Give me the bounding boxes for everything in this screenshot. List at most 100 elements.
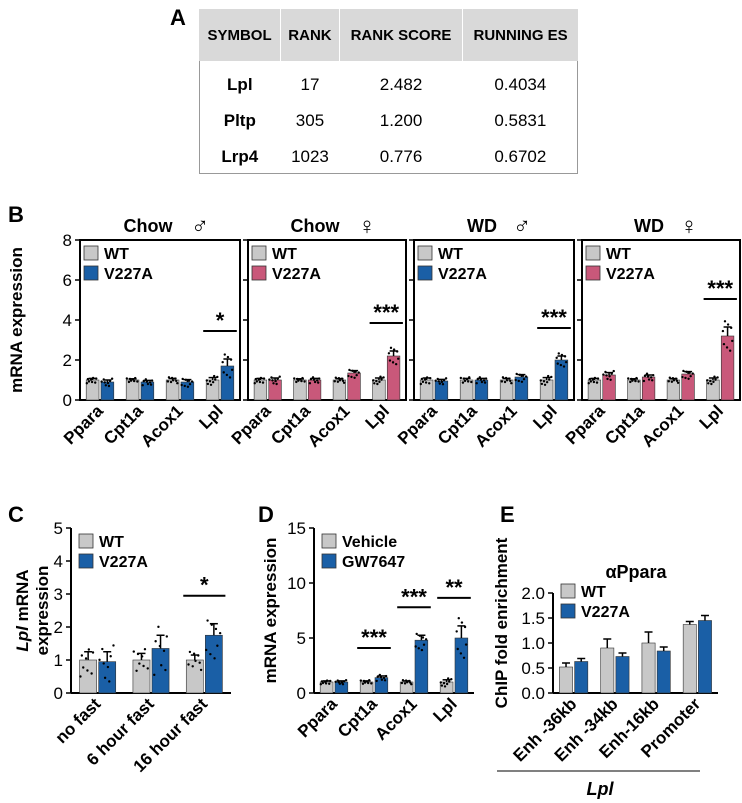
data-point	[605, 374, 608, 377]
data-point	[342, 381, 346, 384]
y-tick-label: 5	[297, 629, 306, 648]
chart-title: αPpara	[605, 562, 667, 582]
table-row: Lpl 17 2.482 0.4034	[199, 61, 578, 103]
data-point	[510, 382, 513, 385]
data-point	[324, 682, 328, 685]
chart-title: Chow	[291, 216, 341, 236]
data-point	[389, 346, 393, 350]
data-point	[340, 377, 344, 380]
data-point	[354, 370, 357, 373]
y-tick-label: 2	[54, 618, 63, 637]
data-point	[275, 382, 278, 386]
data-point	[707, 382, 710, 385]
data-point	[125, 377, 129, 380]
data-point	[181, 377, 184, 381]
data-point	[149, 383, 153, 386]
y-tick-label: 2.0	[521, 584, 545, 603]
data-point	[592, 380, 596, 384]
y-tick-label: 2	[63, 351, 72, 370]
data-point	[140, 655, 144, 658]
data-point	[144, 378, 148, 381]
group-label: Lpl	[587, 779, 615, 799]
legend-label: V227A	[581, 604, 630, 621]
data-point	[344, 679, 348, 682]
data-point	[379, 676, 383, 679]
data-point	[353, 376, 356, 379]
data-point	[629, 380, 632, 384]
data-point	[192, 652, 196, 655]
x-tick-label: Lpl	[362, 401, 393, 432]
data-point	[299, 378, 302, 381]
data-point	[450, 678, 453, 681]
data-point	[612, 369, 615, 373]
legend-swatch-Vehicle	[321, 533, 337, 549]
data-point	[311, 376, 315, 379]
data-point	[388, 359, 392, 362]
data-point	[650, 379, 654, 382]
legend-swatch-V227A	[417, 265, 433, 281]
bar-WT-Cpt1a	[293, 379, 307, 401]
y-axis-label: mRNA expression	[261, 538, 280, 684]
bar-V227A-Acox1	[180, 381, 195, 401]
data-point	[136, 652, 140, 656]
significance-label: ***	[401, 584, 427, 609]
data-point	[378, 673, 382, 677]
data-point	[689, 374, 692, 378]
data-point	[216, 375, 219, 379]
y-tick-label: 8	[63, 231, 72, 250]
data-point	[359, 679, 363, 682]
data-point	[108, 379, 112, 383]
significance-label: ***	[707, 276, 733, 301]
data-point	[443, 685, 447, 688]
data-point	[685, 370, 688, 374]
data-point	[333, 380, 336, 383]
data-point	[91, 376, 95, 380]
panel-label-a: A	[170, 5, 186, 30]
data-point	[501, 376, 505, 379]
data-point	[166, 380, 170, 383]
data-point	[463, 625, 467, 629]
data-point	[383, 679, 387, 682]
data-point	[401, 679, 405, 682]
data-point	[146, 667, 149, 670]
data-point	[87, 380, 91, 383]
panel-label-b: B	[8, 202, 24, 227]
data-point	[466, 380, 470, 383]
y-tick-label: 1.5	[521, 609, 545, 628]
bar-V227A-Ppara	[602, 374, 616, 401]
data-point	[361, 682, 365, 685]
data-point	[318, 377, 321, 380]
data-point	[375, 379, 378, 383]
data-point	[329, 679, 332, 683]
data-point	[461, 381, 465, 384]
bar-WT-Enh -34kb	[600, 647, 615, 694]
data-point	[420, 377, 424, 381]
x-tick-label: Acox1	[471, 401, 521, 451]
data-point	[543, 383, 547, 386]
data-point	[476, 377, 479, 381]
legend-label: V227A	[104, 266, 153, 283]
data-point	[175, 379, 178, 383]
data-point	[593, 376, 597, 380]
legend-swatch-WT	[585, 245, 601, 261]
legend-label: WT	[99, 534, 124, 551]
data-point	[211, 380, 215, 384]
data-point	[225, 373, 229, 377]
significance-label: *	[216, 308, 225, 333]
data-point	[441, 383, 445, 386]
data-point	[421, 380, 425, 384]
data-point	[667, 380, 670, 383]
data-point	[328, 682, 331, 685]
data-point	[79, 675, 82, 678]
data-point	[542, 380, 546, 383]
data-point	[436, 377, 439, 381]
significance-label: ***	[541, 305, 567, 330]
data-point	[272, 382, 275, 385]
data-point	[254, 377, 257, 381]
legend-label: WT	[606, 246, 631, 263]
data-point	[253, 382, 256, 385]
data-point	[319, 683, 323, 686]
data-point	[645, 372, 649, 375]
